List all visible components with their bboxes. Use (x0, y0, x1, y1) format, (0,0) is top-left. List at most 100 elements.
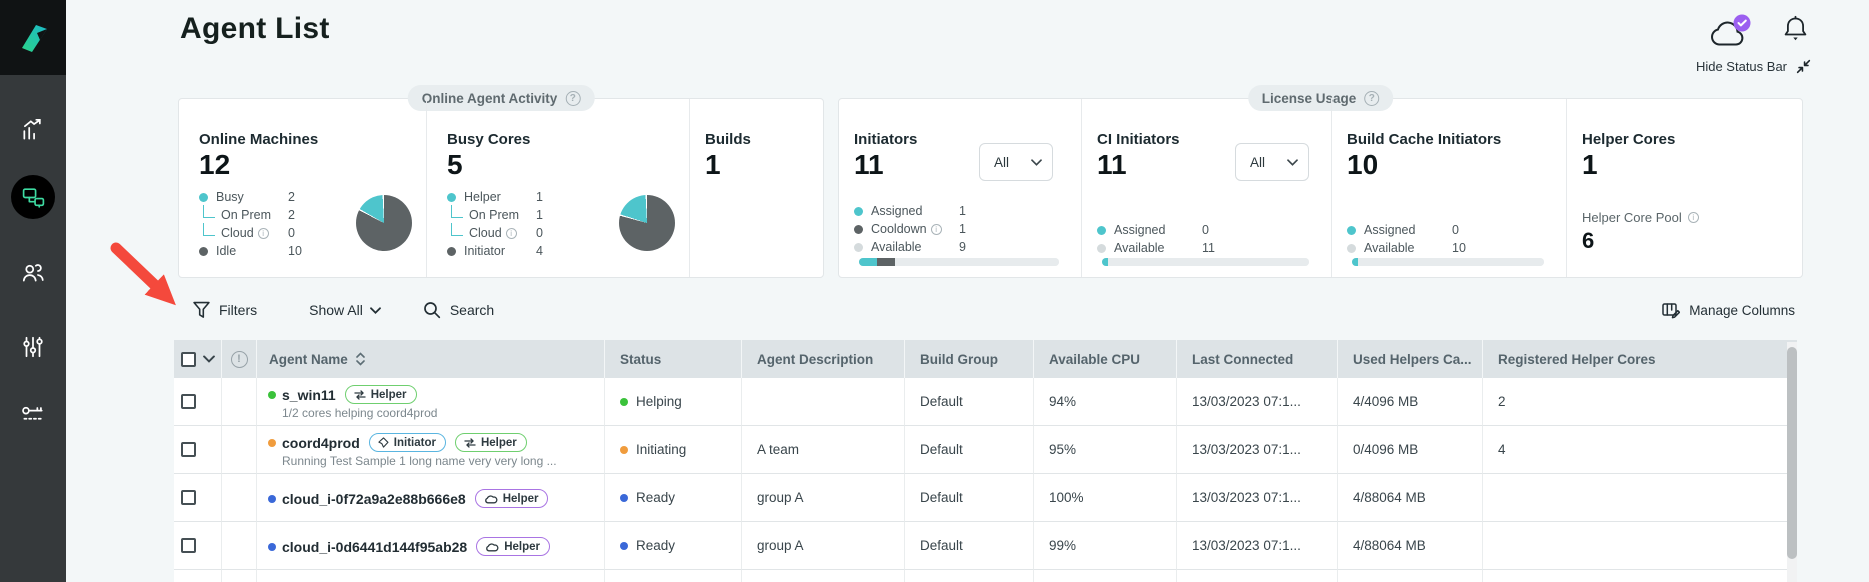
column-header-last-connected[interactable]: Last Connected (1177, 340, 1338, 378)
column-header-agent-description[interactable]: Agent Description (742, 340, 905, 378)
sliders-icon (23, 336, 43, 358)
row-checkbox[interactable] (181, 394, 196, 409)
ci-initiators-usage-bar (1102, 258, 1309, 266)
helper-cores-title: Helper Cores (1582, 131, 1676, 148)
available-cpu-cell: 94% (1034, 378, 1177, 426)
used-helpers-cell: 0/4096 MB (1338, 426, 1483, 474)
filters-button[interactable]: Filters (193, 301, 257, 319)
last-connected-cell: 13/03/2023 07:1... (1177, 378, 1338, 426)
info-icon[interactable]: i (505, 227, 517, 239)
build-cache-initiators-legend: Assigned 0 Available 10 (1347, 221, 1522, 257)
column-header-status[interactable]: Status (605, 340, 742, 378)
ci-initiators-section: CI Initiators 11 All Assigned 0 Available… (1081, 99, 1331, 277)
select-menu-chevron-icon[interactable] (203, 355, 215, 363)
badge-cloud-helper: Helper (474, 489, 549, 508)
key-icon (22, 406, 43, 420)
status-dot (620, 397, 628, 406)
initiators-value: 11 (854, 149, 884, 180)
build-cache-initiators-title: Build Cache Initiators (1347, 131, 1502, 148)
search-icon (423, 302, 440, 319)
sidebar-item-license[interactable] (0, 395, 66, 435)
agent-name-cell[interactable]: cloud_i-0f72a9a2e88b666e8 Helper (257, 474, 605, 522)
registered-helper-cores-cell (1483, 474, 1797, 522)
agent-name: s_win11 (282, 386, 336, 403)
helper-cores-section: Helper Cores 1 Helper Core Pool i 6 (1566, 99, 1802, 277)
online-agent-activity-card: Online Agent Activity ? Online Machines … (178, 85, 824, 278)
info-icon[interactable]: i (1687, 212, 1699, 224)
filters-label: Filters (219, 302, 258, 318)
vertical-scrollbar[interactable] (1787, 342, 1797, 582)
ci-initiators-value: 11 (1097, 149, 1127, 180)
chevron-down-icon (1031, 158, 1042, 166)
search-control[interactable]: Search (423, 301, 494, 319)
build-group-cell: Default (905, 426, 1034, 474)
sidebar-item-users[interactable] (0, 253, 66, 293)
column-header-registered-helper-cores[interactable]: Registered Helper Cores (1498, 351, 1656, 367)
agent-name-cell[interactable]: cloud_i-0d6441d144f95ab28 Helper (257, 522, 605, 570)
row-alert-cell (222, 522, 257, 570)
row-alert-cell (222, 474, 257, 522)
helper-cores-value: 1 (1582, 149, 1598, 180)
hide-status-bar-button[interactable]: Hide Status Bar (1696, 58, 1812, 75)
helper-core-pool-label: Helper Core Pool (1582, 210, 1682, 226)
column-header-used-helpers[interactable]: Used Helpers Ca... (1338, 340, 1483, 378)
available-cpu-cell: 100% (1034, 474, 1177, 522)
exchange-icon (464, 437, 476, 448)
row-checkbox[interactable] (181, 442, 196, 457)
status-label: Helping (636, 394, 682, 409)
license-usage-card: License Usage ? Initiators 11 All Assign… (838, 85, 1803, 278)
license-usage-pill: License Usage ? (1247, 85, 1394, 111)
column-header-available-cpu[interactable]: Available CPU (1034, 340, 1177, 378)
show-all-dropdown[interactable]: Show All (309, 302, 381, 318)
agent-name-cell[interactable]: coord4prod Initiator Helper Running Test Sa… (257, 426, 605, 474)
agent-description-cell: group A (742, 474, 905, 522)
busy-cores-section: Busy Cores 5 Helper 1 On Prem 1 Cloud i 0 In… (426, 99, 689, 277)
app-logo[interactable] (0, 0, 66, 75)
helper-core-pool-value: 6 (1582, 228, 1595, 254)
initiators-filter-dropdown[interactable]: All (979, 143, 1053, 181)
scrollbar-thumb[interactable] (1787, 347, 1797, 559)
builds-value: 1 (705, 149, 721, 180)
sidebar-item-dashboard[interactable] (0, 110, 66, 150)
busy-cores-legend: Helper 1 On Prem 1 Cloud i 0 Initiator 4 (447, 188, 622, 260)
status-dot (620, 445, 628, 454)
cloud-status-icon[interactable] (1708, 14, 1754, 50)
agent-name-cell[interactable]: s_win11 Helper 1/2 cores helping coord4pro… (257, 378, 605, 426)
initiators-legend: Assigned 1 Cooldown i 1 Available 9 (854, 202, 1029, 256)
initiators-title: Initiators (854, 131, 918, 148)
badge-helper: Helper (344, 385, 417, 404)
agents-table: ! Agent Name Status Agent Description Bu… (174, 340, 1797, 582)
agent-state-dot (268, 438, 276, 447)
help-icon[interactable]: ? (1364, 90, 1380, 106)
online-machines-title: Online Machines (199, 131, 319, 148)
row-checkbox[interactable] (181, 538, 196, 553)
sidebar-item-agents[interactable] (11, 175, 55, 219)
row-checkbox[interactable] (181, 490, 196, 505)
status-cell: Ready (605, 474, 742, 522)
table-row[interactable]: cloud_i-0d6441d144f95ab28 Helper Ready grou… (174, 522, 1797, 570)
column-header-agent-name[interactable]: Agent Name (257, 340, 605, 378)
online-machines-legend: Busy 2 On Prem 2 Cloud i 0 Idle 10 (199, 188, 374, 260)
info-icon[interactable]: i (257, 227, 269, 239)
table-row[interactable]: s_win11 Helper 1/2 cores helping coord4pro… (174, 378, 1797, 426)
manage-columns-icon (1662, 302, 1681, 318)
ci-initiators-filter-dropdown[interactable]: All (1235, 143, 1309, 181)
manage-columns-button[interactable]: Manage Columns (1662, 295, 1795, 325)
busy-cores-pie-chart (619, 195, 675, 251)
busy-cores-title: Busy Cores (447, 131, 531, 148)
status-dot (620, 493, 628, 502)
table-row[interactable]: coord4prod Initiator Helper Running Test Sa… (174, 426, 1797, 474)
column-header-build-group[interactable]: Build Group (905, 340, 1034, 378)
notifications-bell-icon[interactable] (1782, 14, 1809, 47)
status-cell: Helping (605, 378, 742, 426)
info-icon[interactable]: i (930, 223, 942, 235)
sidebar (0, 0, 66, 582)
badge-label: Helper (480, 436, 517, 449)
table-row[interactable]: cloud_i-0f72a9a2e88b666e8 Helper Ready grou… (174, 474, 1797, 522)
alerts-column-icon: ! (230, 350, 248, 368)
sidebar-item-settings[interactable] (0, 327, 66, 367)
help-icon[interactable]: ? (565, 90, 581, 106)
select-all-checkbox[interactable] (181, 351, 196, 367)
sort-icon[interactable] (355, 352, 365, 366)
